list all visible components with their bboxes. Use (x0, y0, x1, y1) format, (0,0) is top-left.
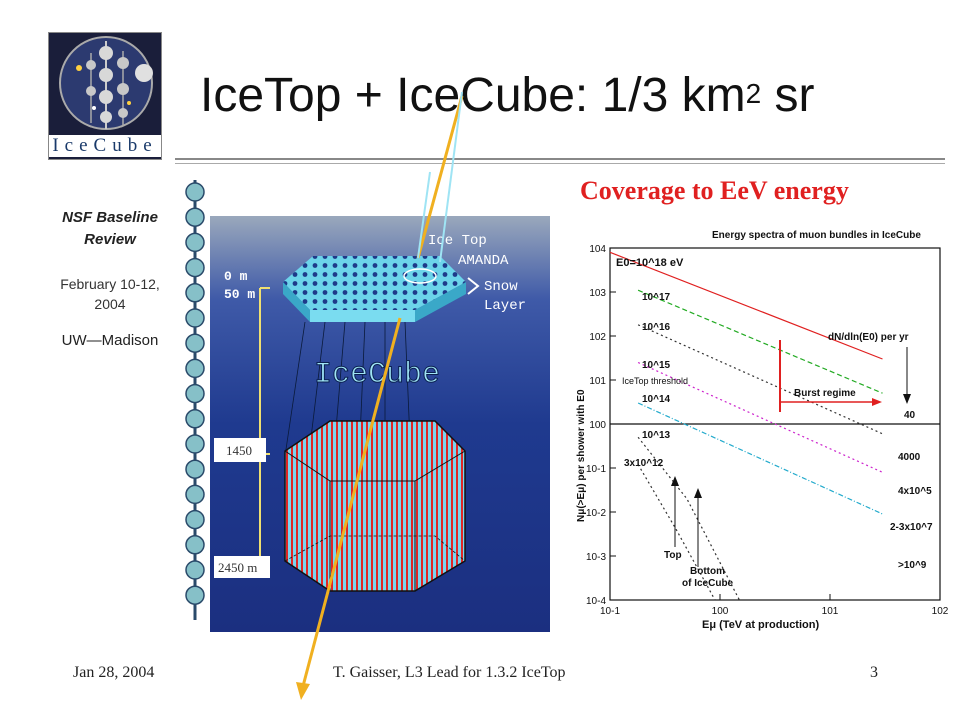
sensor-string-graphic (185, 180, 205, 620)
title-superscript: 2 (745, 78, 762, 109)
n23e7-label: 2-3x10^7 (890, 522, 933, 533)
y-tick-label: 103 (589, 288, 606, 299)
top-label: Top (664, 550, 682, 561)
sensor-dot (185, 182, 205, 202)
footer-date: Jan 28, 2004 (73, 664, 155, 681)
sensor-dot (185, 333, 205, 353)
review-line2: Review (84, 231, 136, 248)
n4000-label: 4000 (898, 452, 921, 463)
n40-label: 40 (904, 410, 916, 421)
e13-label: 10^13 (642, 430, 671, 441)
y-tick-label: 102 (589, 332, 606, 343)
sensor-dot (185, 459, 205, 479)
slide-title: IceTop + IceCube: 1/3 km2 sr (200, 66, 940, 126)
y-tick-label: 104 (589, 244, 606, 255)
snow-label-2: Layer (484, 298, 526, 314)
title-end: sr (761, 69, 815, 122)
icecube-logo: IceCube (48, 32, 162, 160)
e16-label: 10^16 (642, 322, 671, 333)
e12-label: 3x10^12 (624, 458, 664, 469)
bottom-label: Bottom (690, 566, 725, 577)
chart-title: Energy spectra of muon bundles in IceCub… (712, 230, 921, 241)
depth-50-label: 50 m (224, 287, 255, 302)
n1e9-label: >10^9 (898, 560, 927, 571)
footer-center: T. Gaisser, L3 Lead for 1.3.2 IceTop (333, 664, 566, 681)
n4e5-label: 4x10^5 (898, 486, 932, 497)
review-line1: NSF Baseline (62, 209, 158, 226)
depth-1450-label: 1450 (226, 443, 252, 458)
series-line (637, 436, 740, 601)
sensor-dot (185, 535, 205, 555)
dates-line1: February 10-12, (60, 276, 160, 292)
sensor-dot (185, 257, 205, 278)
amanda-label: AMANDA (458, 253, 509, 269)
y-axis-label: Nμ(>Eμ) per shower with E0 (576, 389, 587, 522)
series-line (637, 402, 883, 515)
burst-regime-label: Burst regime (794, 388, 856, 399)
snow-label-1: Snow (484, 279, 518, 295)
e17-label: 10^17 (642, 292, 671, 303)
subtitle: Coverage to EeV energy (580, 176, 849, 205)
icecube-label: IceCube (314, 358, 440, 392)
y-tick-label: 10-1 (586, 464, 606, 475)
page-number: 3 (870, 664, 878, 681)
sensor-dot (185, 383, 205, 404)
sensor-dot (185, 358, 205, 379)
sensor-dot (185, 585, 205, 605)
title-main: IceTop + IceCube: 1/3 km (200, 69, 746, 122)
series-line (637, 289, 883, 394)
sensor-dot (185, 509, 205, 530)
sidebar-institution: UW—Madison (61, 332, 159, 349)
icetop-threshold-label: IceTop threshold (622, 376, 688, 386)
e15-label: 10^15 (642, 360, 671, 371)
sensor-dot (185, 434, 205, 454)
depth-0-label: 0 m (224, 269, 248, 284)
sidebar-dates: February 10-12, 2004 (40, 274, 180, 314)
x-tick-label: 102 (932, 606, 949, 617)
x-tick-label: 100 (712, 606, 729, 617)
title-rule-thin (175, 163, 945, 164)
series-line (637, 464, 716, 601)
sensor-dot (185, 283, 205, 303)
y-tick-label: 101 (589, 376, 606, 387)
sensor-dot (185, 232, 205, 253)
logo-wordmark: IceCube (49, 135, 161, 157)
y-tick-label: 10-4 (586, 596, 606, 607)
series-line (609, 251, 883, 360)
muon-spectra-chart: Energy spectra of muon bundles in IceCub… (572, 222, 952, 642)
x-tick-label: 101 (822, 606, 839, 617)
sensor-dot (185, 308, 205, 328)
sensor-dot (185, 484, 205, 505)
e18-label: E0=10^18 eV (616, 257, 684, 269)
y-tick-label: 10-3 (586, 552, 606, 563)
icetop-label: Ice Top (428, 233, 487, 249)
of-icecube-label: of IceCube (682, 578, 734, 589)
dndln-label: dN/dln(E0) per yr (828, 332, 909, 343)
depth-2450-label: 2450 m (218, 560, 257, 575)
dates-line2: 2004 (94, 296, 126, 312)
y-tick-label: 10-2 (586, 508, 606, 519)
sensor-dot (185, 409, 205, 429)
sidebar-review: NSF Baseline Review (40, 207, 180, 251)
logo-graphic (59, 36, 153, 130)
x-tick-label: 10-1 (600, 606, 620, 617)
icecube-detector-diagram: 0 m 50 m Ice Top AMANDA Snow Layer IceCu… (210, 216, 550, 632)
title-rule (175, 158, 945, 160)
sensor-dot (185, 560, 205, 580)
sensor-dot (185, 207, 205, 227)
x-axis-label: Eμ (TeV at production) (702, 619, 819, 631)
y-tick-label: 100 (589, 420, 606, 431)
e14-label: 10^14 (642, 394, 671, 405)
